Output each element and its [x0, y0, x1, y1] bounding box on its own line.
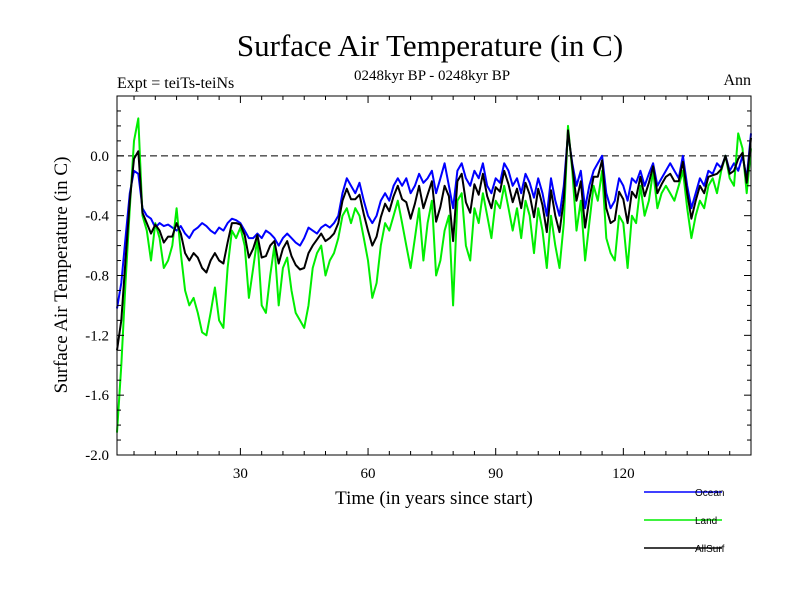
chart-subtitle: 0248kyr BP - 0248kyr BP	[354, 68, 510, 84]
legend-label-allsurf: AllSurf	[695, 544, 725, 555]
series-line-allsurf	[116, 129, 752, 351]
x-tick-label: 60	[361, 466, 376, 482]
y-tick-label: -0.4	[85, 209, 109, 225]
y-axis-ticks: -2.0 -1.6 -1.2 -0.8 -0.4 0.0	[85, 95, 751, 464]
y-tick-label: 0.0	[90, 149, 109, 165]
series-line-ocean	[116, 132, 752, 309]
x-axis-label: Time (in years since start)	[335, 488, 533, 509]
y-axis-label: Surface Air Temperature (in C)	[51, 157, 72, 394]
series-line-land	[116, 117, 752, 433]
y-tick-label: -2.0	[85, 448, 109, 464]
x-axis-ticks: 30 60 90 120	[133, 96, 752, 482]
legend-label-ocean: Ocean	[695, 488, 724, 499]
experiment-label: Expt = teiTs-teiNs	[117, 75, 234, 92]
y-tick-label: -0.8	[85, 269, 109, 285]
x-tick-label: 90	[488, 466, 503, 482]
season-label: Ann	[723, 72, 751, 89]
plot-frame	[116, 95, 752, 456]
chart-title: Surface Air Temperature (in C)	[237, 28, 623, 63]
y-tick-label: -1.6	[85, 388, 109, 404]
legend-label-land: Land	[695, 516, 717, 527]
x-tick-label: 30	[233, 466, 248, 482]
y-tick-label: -1.2	[85, 328, 109, 344]
x-tick-label: 120	[612, 466, 635, 482]
plot-area	[116, 95, 752, 456]
legend: Ocean Land AllSurf	[644, 488, 725, 555]
